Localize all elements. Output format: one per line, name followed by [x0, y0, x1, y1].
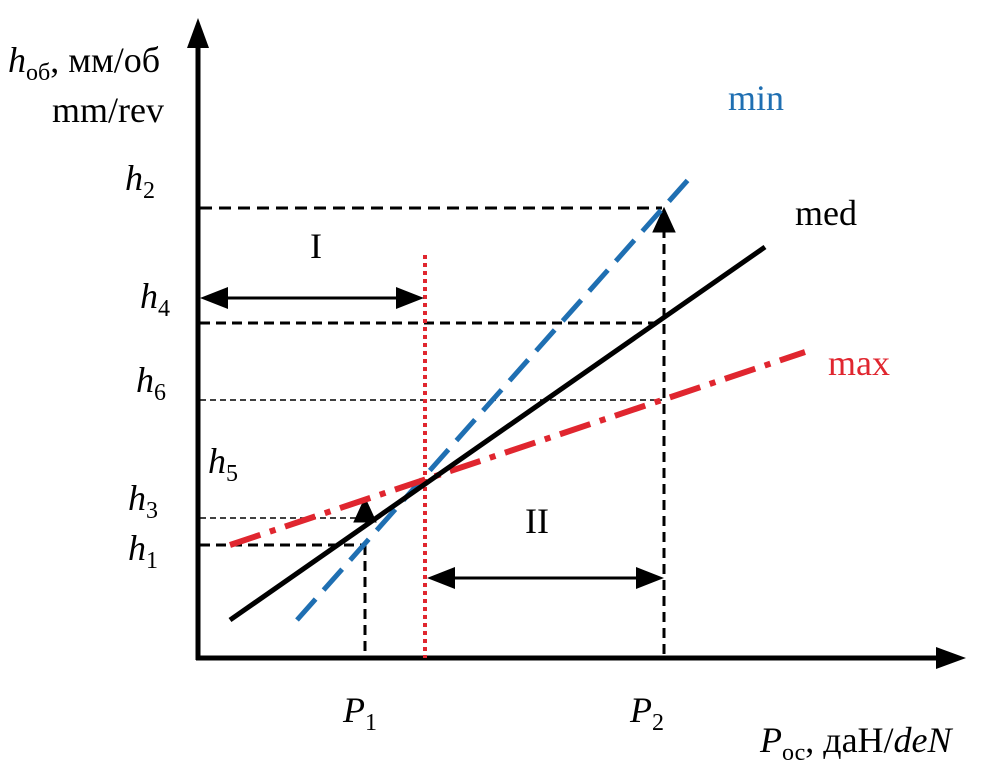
max-line — [229, 349, 806, 548]
left-arrow-icon — [427, 567, 455, 589]
p2-up-arrow-icon — [652, 206, 676, 233]
axes — [187, 18, 966, 669]
right-arrow-icon — [636, 567, 664, 589]
min-line — [295, 170, 697, 622]
region-2-label: II — [525, 501, 549, 541]
med-line-label: med — [795, 193, 857, 233]
tick-h1: h1 — [128, 528, 158, 574]
right-arrow-icon — [396, 287, 424, 309]
y-tick-labels: h2 h4 h6 h5 h3 h1 — [125, 158, 238, 574]
x-axis-arrow-icon — [936, 647, 966, 669]
x-axis-label: Pос, даН/deN — [759, 720, 954, 766]
region-2-arrow — [427, 567, 664, 589]
y-axis-label: hоб, мм/об — [8, 40, 160, 86]
tick-p1: P1 — [342, 690, 377, 736]
x-tick-labels: P1 P2 — [342, 690, 664, 736]
tick-p2: P2 — [629, 690, 664, 736]
region-1-label: I — [310, 226, 322, 266]
region-1-arrow — [200, 287, 424, 309]
horizontal-guides — [200, 206, 662, 547]
min-line-label: min — [728, 78, 784, 118]
left-arrow-icon — [200, 287, 228, 309]
med-line — [228, 244, 767, 623]
max-line-label: max — [828, 343, 890, 383]
tick-h6: h6 — [136, 360, 166, 406]
y-axis-label-en: mm/rev — [52, 90, 164, 130]
tick-h4: h4 — [140, 276, 170, 322]
vertical-guides — [353, 206, 676, 658]
tick-h2: h2 — [125, 158, 155, 204]
tick-h3: h3 — [128, 478, 158, 524]
tick-h5: h5 — [208, 441, 238, 487]
p1-up-arrow-icon — [353, 496, 377, 523]
y-axis-arrow-icon — [187, 18, 209, 48]
